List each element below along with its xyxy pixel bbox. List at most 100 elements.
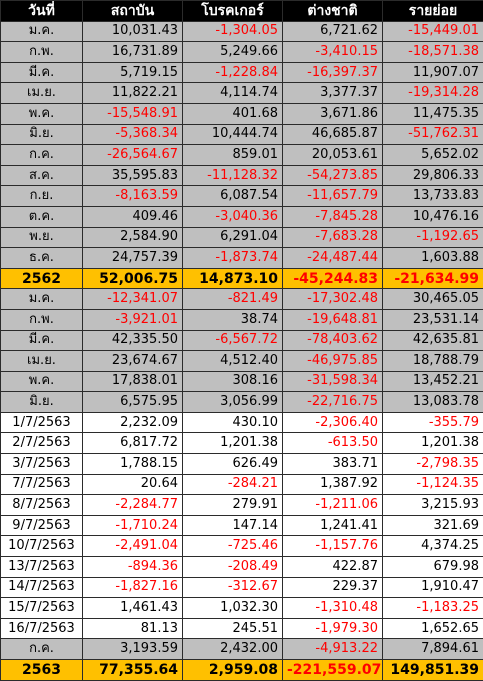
foreign-cell: 422.87 [283,557,383,578]
institution-cell: 1,461.43 [83,598,183,619]
institution-cell: 1,788.15 [83,454,183,475]
retail-cell: -15,449.01 [383,21,483,42]
date-cell: 8/7/2563 [1,495,83,516]
retail-cell: -21,634.99 [383,268,483,289]
foreign-cell: -24,487.44 [283,248,383,269]
broker-cell: 859.01 [183,145,283,166]
retail-cell: 149,851.39 [383,660,483,681]
institution-cell: 6,575.95 [83,392,183,413]
foreign-cell: -46,975.85 [283,351,383,372]
retail-cell: 321.69 [383,515,483,536]
retail-cell: 1,910.47 [383,577,483,598]
foreign-cell: -17,302.48 [283,289,383,310]
foreign-cell: -1,310.48 [283,598,383,619]
institution-cell: -2,284.77 [83,495,183,516]
date-cell: ม.ค. [1,289,83,310]
foreign-cell: -45,244.83 [283,268,383,289]
date-cell: ก.ค. [1,145,83,166]
retail-cell: 5,652.02 [383,145,483,166]
foreign-cell: 1,387.92 [283,474,383,495]
date-cell: มิ.ย. [1,124,83,145]
retail-cell: 13,452.21 [383,371,483,392]
retail-cell: -51,762.31 [383,124,483,145]
foreign-cell: -1,211.06 [283,495,383,516]
institution-cell: -894.36 [83,557,183,578]
institution-cell: 42,335.50 [83,330,183,351]
institution-cell: 3,193.59 [83,639,183,660]
retail-cell: 1,603.88 [383,248,483,269]
institution-cell: -12,341.07 [83,289,183,310]
date-cell: พ.ค. [1,371,83,392]
date-cell: เม.ย. [1,83,83,104]
institution-cell: -15,548.91 [83,103,183,124]
date-cell: มิ.ย. [1,392,83,413]
date-cell: 14/7/2563 [1,577,83,598]
institution-cell: -2,491.04 [83,536,183,557]
foreign-cell: -221,559.07 [283,660,383,681]
broker-cell: 4,114.74 [183,83,283,104]
date-cell: 2562 [1,268,83,289]
date-cell: 13/7/2563 [1,557,83,578]
date-cell: 1/7/2563 [1,412,83,433]
broker-cell: 1,032.30 [183,598,283,619]
institution-cell: -1,827.16 [83,577,183,598]
date-cell: 2563 [1,660,83,681]
foreign-cell: -7,845.28 [283,206,383,227]
foreign-cell: -22,716.75 [283,392,383,413]
broker-cell: 2,432.00 [183,639,283,660]
foreign-cell: -613.50 [283,433,383,454]
foreign-cell: -78,403.62 [283,330,383,351]
institution-cell: -8,163.59 [83,186,183,207]
header-date: วันที่ [1,1,83,22]
foreign-cell: 229.37 [283,577,383,598]
foreign-cell: 1,241.41 [283,515,383,536]
date-cell: ก.ค. [1,639,83,660]
date-cell: 10/7/2563 [1,536,83,557]
broker-cell: -312.67 [183,577,283,598]
institution-cell: -1,710.24 [83,515,183,536]
retail-cell: 30,465.05 [383,289,483,310]
broker-cell: 38.74 [183,309,283,330]
foreign-cell: -19,648.81 [283,309,383,330]
header-institution: สถาบัน [83,1,183,22]
foreign-cell: -1,157.76 [283,536,383,557]
retail-cell: 3,215.93 [383,495,483,516]
date-cell: 3/7/2563 [1,454,83,475]
foreign-cell: 20,053.61 [283,145,383,166]
institution-cell: 2,584.90 [83,227,183,248]
broker-cell: 308.16 [183,371,283,392]
institution-cell: 5,719.15 [83,62,183,83]
broker-cell: 6,291.04 [183,227,283,248]
header-foreign: ต่างชาติ [283,1,383,22]
date-cell: ม.ค. [1,21,83,42]
retail-cell: -355.79 [383,412,483,433]
header-row: วันที่ สถาบัน โบรคเกอร์ ต่างชาติ รายย่อย [1,1,483,22]
broker-cell: -1,873.74 [183,248,283,269]
foreign-cell: -7,683.28 [283,227,383,248]
institution-cell: 10,031.43 [83,21,183,42]
broker-cell: -6,567.72 [183,330,283,351]
date-cell: พ.ค. [1,103,83,124]
retail-cell: 10,476.16 [383,206,483,227]
foreign-cell: -3,410.15 [283,42,383,63]
date-cell: เม.ย. [1,351,83,372]
broker-cell: 2,959.08 [183,660,283,681]
broker-cell: -1,228.84 [183,62,283,83]
foreign-cell: 3,377.37 [283,83,383,104]
header-retail: รายย่อย [383,1,483,22]
